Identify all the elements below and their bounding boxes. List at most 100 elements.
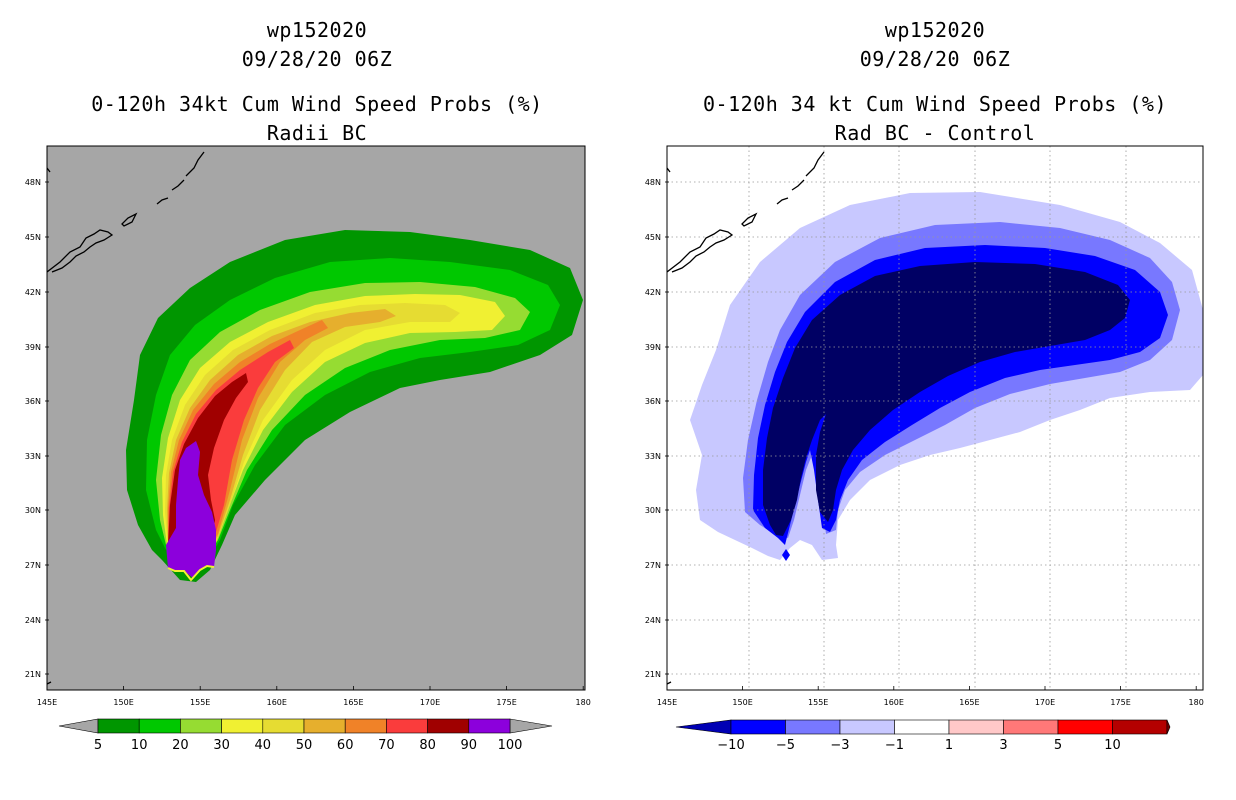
right-colorbar-label: 3	[999, 738, 1007, 753]
left-probability-field	[126, 230, 583, 582]
left-title-product: 0-120h 34kt Cum Wind Speed Probs (%)	[91, 92, 543, 116]
lat-label: 45N	[25, 233, 41, 242]
lon-label: 175E	[1110, 698, 1130, 707]
right-title-time: 09/28/20 06Z	[859, 47, 1011, 71]
lat-label: 21N	[645, 670, 661, 679]
lon-label: 165E	[959, 698, 979, 707]
left-title-subtitle: Radii BC	[266, 121, 368, 145]
left-colorbar: 5 10 20 30 40 50 60 70 80 90 100	[58, 718, 553, 753]
left-colorbar-label: 50	[296, 738, 313, 753]
left-title: wp152020 09/28/20 06Z 0-120h 34kt Cum Wi…	[47, 16, 587, 148]
lat-label: 36N	[25, 397, 41, 406]
lon-label: 165E	[343, 698, 363, 707]
lon-label: 150E	[113, 698, 133, 707]
lat-label: 42N	[25, 288, 41, 297]
left-map-frame	[46, 145, 586, 691]
prob-contour-100-edge	[167, 564, 215, 582]
lon-label: 145E	[37, 698, 57, 707]
left-coastline	[47, 151, 205, 685]
left-colorbar-low-arrow	[58, 718, 99, 734]
right-colorbar-swatch	[839, 719, 895, 735]
right-colorbar-swatch	[730, 719, 786, 735]
left-colorbar-swatch	[344, 718, 387, 734]
right-colorbar-swatch	[948, 719, 1004, 735]
left-colorbar-swatch	[468, 718, 511, 734]
lat-label: 30N	[25, 506, 41, 515]
right-title-subtitle: Rad BC - Control	[834, 121, 1036, 145]
right-colorbar-label: 10	[1104, 738, 1121, 753]
right-colorbar-label: 5	[1054, 738, 1062, 753]
right-colorbar-swatch	[1057, 719, 1113, 735]
right-colorbar-swatch	[785, 719, 841, 735]
diff-point-marker	[782, 549, 790, 561]
lon-label: 150E	[732, 698, 752, 707]
lat-label: 36N	[645, 397, 661, 406]
left-title-storm: wp152020	[266, 18, 368, 42]
left-colorbar-label: 90	[461, 738, 478, 753]
left-colorbar-swatch	[386, 718, 428, 734]
lat-label: 45N	[645, 233, 661, 242]
lat-label: 24N	[645, 616, 661, 625]
diff-contour-minus10	[763, 262, 1130, 536]
lon-label: 160E	[884, 698, 904, 707]
left-colorbar-high-arrow	[509, 718, 553, 734]
lon-label: 180	[1189, 698, 1204, 707]
lat-label: 33N	[645, 452, 661, 461]
right-colorbar: −10 −5 −3 −1 1 3 5 10	[675, 719, 1171, 753]
right-colorbar-high-arrow	[1166, 719, 1171, 735]
right-colorbar-swatch	[1112, 719, 1168, 735]
left-title-time: 09/28/20 06Z	[241, 47, 393, 71]
left-colorbar-swatch	[262, 718, 305, 734]
lon-label: 145E	[657, 698, 677, 707]
right-colorbar-swatch	[894, 719, 950, 735]
lon-label: 170E	[1035, 698, 1055, 707]
left-map: 48N 45N 42N 39N 36N 33N 30N 27N 24N 21N 145E 150E 15…	[25, 145, 591, 707]
lon-label: 155E	[808, 698, 828, 707]
right-colorbar-label: −5	[776, 738, 795, 753]
right-gridlines	[667, 146, 1203, 690]
lon-label: 155E	[190, 698, 210, 707]
lat-label: 33N	[25, 452, 41, 461]
left-colorbar-label: 100	[498, 738, 523, 753]
lat-label: 27N	[645, 561, 661, 570]
lon-label: 180	[576, 698, 591, 707]
right-title-product: 0-120h 34 kt Cum Wind Speed Probs (%)	[702, 92, 1168, 116]
lat-label: 30N	[645, 506, 661, 515]
left-colorbar-label: 5	[94, 738, 102, 753]
right-map: 48N 45N 42N 39N 36N 33N 30N 27N 24N 21N 145E 150E 15…	[645, 145, 1204, 707]
prob-contour-100	[166, 441, 216, 578]
lat-label: 27N	[25, 561, 41, 570]
left-colorbar-label: 70	[378, 738, 395, 753]
right-title-storm: wp152020	[884, 18, 986, 42]
right-colorbar-label: −1	[885, 738, 904, 753]
lon-label: 160E	[267, 698, 287, 707]
left-colorbar-label: 40	[255, 738, 272, 753]
right-difference-field	[690, 192, 1203, 561]
right-colorbar-label: −3	[830, 738, 849, 753]
left-colorbar-label: 30	[213, 738, 230, 753]
left-colorbar-label: 10	[131, 738, 148, 753]
left-colorbar-label: 80	[419, 738, 436, 753]
right-colorbar-swatch	[1003, 719, 1059, 735]
right-map-frame	[666, 145, 1204, 691]
left-colorbar-swatch	[138, 718, 181, 734]
left-colorbar-label: 60	[337, 738, 354, 753]
lat-label: 24N	[25, 616, 41, 625]
lat-label: 39N	[645, 343, 661, 352]
right-colorbar-low-arrow	[675, 719, 732, 735]
lat-label: 21N	[25, 670, 41, 679]
lon-label: 170E	[420, 698, 440, 707]
left-colorbar-swatch	[221, 718, 264, 734]
right-axis: 48N 45N 42N 39N 36N 33N 30N 27N 24N 21N 145E 150E 15…	[645, 178, 1204, 707]
left-axis: 48N 45N 42N 39N 36N 33N 30N 27N 24N 21N 145E 150E 15…	[25, 178, 591, 707]
right-colorbar-label: 1	[945, 738, 953, 753]
right-colorbar-label: −10	[717, 738, 744, 753]
lat-label: 42N	[645, 288, 661, 297]
left-colorbar-swatch	[97, 718, 140, 734]
lon-label: 175E	[496, 698, 516, 707]
lat-label: 48N	[645, 178, 661, 187]
lat-label: 39N	[25, 343, 41, 352]
lat-label: 48N	[25, 178, 41, 187]
right-title: wp152020 09/28/20 06Z 0-120h 34 kt Cum W…	[667, 16, 1203, 148]
left-colorbar-swatch	[303, 718, 346, 734]
